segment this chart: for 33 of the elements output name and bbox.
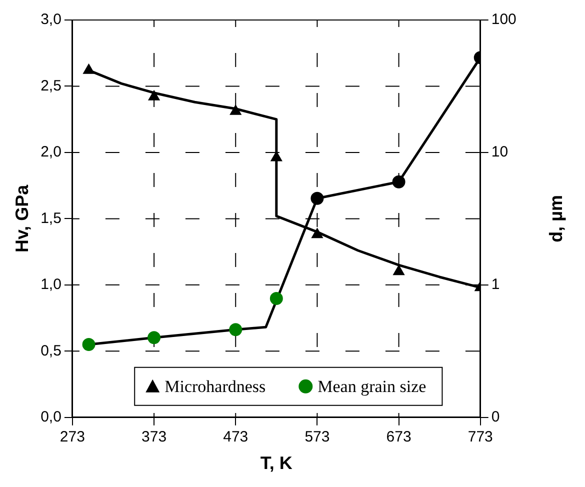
legend-label: Mean grain size [318,376,426,396]
y-tick-label: 2,5 [40,77,62,94]
point [310,192,324,205]
y-tick-label: 2,0 [40,144,62,161]
point [230,104,242,115]
point [83,64,94,74]
x-axis-title: T, K [260,453,292,474]
x-tick-label: 573 [304,428,330,446]
point [392,175,406,188]
point [148,90,160,100]
x-tick-label: 273 [60,428,85,446]
x-tick-label: 373 [142,428,167,446]
y2-tick-label: 0 [491,408,500,426]
point [82,338,96,352]
point [393,265,404,276]
x-tick-label: 473 [223,428,248,446]
point [148,331,161,344]
y-tick-label: 0,5 [40,342,62,360]
point [270,292,283,305]
y-tick-label: 3,0 [40,11,62,28]
x-tick-label: 773 [468,428,493,446]
x-tick-label: 673 [386,428,412,446]
legend-label: Microhardness [164,376,266,396]
point [229,323,242,336]
y2-tick-label: 1 [491,276,500,294]
y2-tick-label: 10 [491,144,508,161]
y2-axis-title: d, µm [546,195,566,242]
y-axis-title: Hv, GPa [12,184,32,253]
y-tick-label: 0,0 [40,408,62,426]
y-tick-label: 1,0 [40,276,62,294]
y2-tick-label: 100 [491,11,516,28]
point [312,228,323,238]
y-tick-label: 1,5 [40,210,62,227]
